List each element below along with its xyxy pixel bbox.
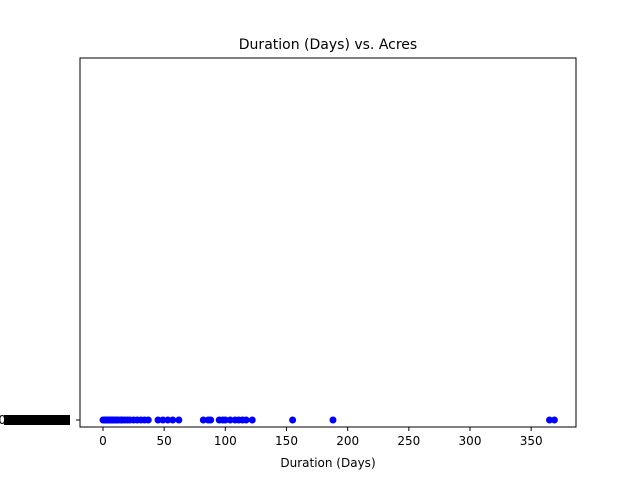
x-tick-label: 150 [275,434,298,448]
data-point [199,416,207,424]
data-point [550,416,558,424]
data-point [546,416,554,424]
x-tick-label: 300 [459,434,482,448]
data-point [289,416,297,424]
data-point [248,416,256,424]
plot-frame [79,57,577,428]
x-tick-label: 0 [99,434,107,448]
y-tick-label: 0 [0,413,6,427]
data-point [154,416,162,424]
y-axis: 0 [0,413,80,427]
x-tick-label: 50 [157,434,172,448]
data-point [329,416,337,424]
x-tick-label: 100 [214,434,237,448]
x-axis-label: Duration (Days) [280,456,375,470]
data-point [221,416,229,424]
data-point [159,416,167,424]
data-points [99,416,558,424]
data-point [164,416,172,424]
x-tick-label: 200 [336,434,359,448]
x-tick-label: 250 [397,434,420,448]
data-point [226,416,234,424]
data-point [175,416,183,424]
chart-title: Duration (Days) vs. Acres [239,37,417,53]
data-point [169,416,177,424]
data-point [207,416,215,424]
y-tick-label-overlap [4,415,70,425]
x-axis: 0 50 100 150 200 250 300 350 [99,427,543,448]
x-tick-label: 350 [520,434,543,448]
data-point [242,416,250,424]
data-point [144,416,152,424]
